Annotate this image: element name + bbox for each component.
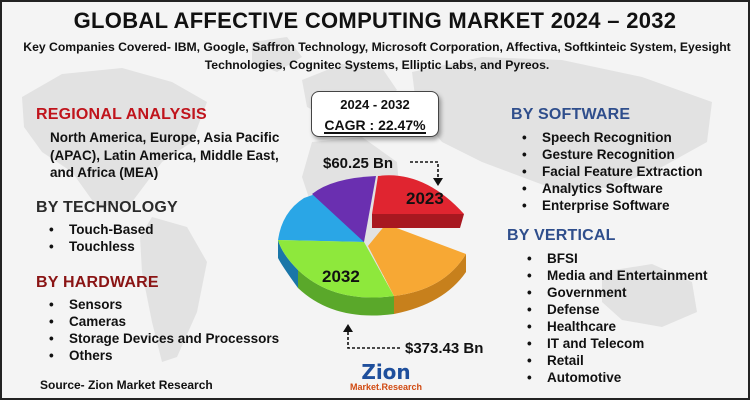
list-item: Others xyxy=(44,347,279,364)
vertical-list: BFSI Media and Entertainment Government … xyxy=(522,250,708,386)
list-item: Sensors xyxy=(44,296,279,313)
list-item: Healthcare xyxy=(522,318,708,335)
pie-side-blue xyxy=(278,240,298,288)
hardware-heading: BY HARDWARE xyxy=(36,274,159,291)
key-companies: Key Companies Covered- IBM, Google, Saff… xyxy=(23,40,731,72)
list-item: Automotive xyxy=(522,369,708,386)
list-item: Facial Feature Extraction xyxy=(517,163,703,180)
end-market-value: $373.43 Bn xyxy=(405,340,484,357)
hardware-list: Sensors Cameras Storage Devices and Proc… xyxy=(44,296,279,364)
arrow-to-2032 xyxy=(347,330,400,349)
list-item: Touch-Based xyxy=(44,221,154,238)
pie-slice-red xyxy=(372,175,464,214)
start-market-value: $60.25 Bn xyxy=(323,155,394,172)
regional-analysis-text: North America, Europe, Asia Pacific (APA… xyxy=(50,130,280,180)
cagr-period: 2024 - 2032 xyxy=(340,97,410,112)
list-item: Enterprise Software xyxy=(517,197,703,214)
source-note: Source- Zion Market Research xyxy=(40,378,213,392)
software-list: Speech Recognition Gesture Recognition F… xyxy=(517,129,703,214)
arrow-head-2032 xyxy=(343,324,353,332)
list-item: Gesture Recognition xyxy=(517,146,703,163)
list-item: Media and Entertainment xyxy=(522,267,708,284)
list-item: Defense xyxy=(522,301,708,318)
pie-side-green xyxy=(298,270,394,316)
list-item: Storage Devices and Processors xyxy=(44,330,279,347)
arrow-head-2023 xyxy=(433,178,443,186)
cagr-value: CAGR : 22.47% xyxy=(324,117,426,134)
logo-name: Zion xyxy=(361,360,411,384)
list-item: Speech Recognition xyxy=(517,129,703,146)
pie-chart: 2023 2032 xyxy=(278,175,466,316)
list-item: Retail xyxy=(522,352,708,369)
pie-slice-orange xyxy=(368,224,466,296)
list-item: Cameras xyxy=(44,313,279,330)
list-item: Analytics Software xyxy=(517,180,703,197)
vertical-heading: BY VERTICAL xyxy=(507,227,616,244)
list-item: Touchless xyxy=(44,238,154,255)
technology-heading: BY TECHNOLOGY xyxy=(36,199,178,216)
technology-list: Touch-Based Touchless xyxy=(44,221,154,255)
pie-slice-green xyxy=(278,240,394,298)
arrow-to-2023 xyxy=(410,161,439,180)
list-item: Government xyxy=(522,284,708,301)
pie-slice-purple xyxy=(312,176,376,242)
pie-label-2023: 2023 xyxy=(406,189,444,208)
pie-side-red xyxy=(372,214,464,228)
zion-logo: Zion Market.Research xyxy=(346,362,426,398)
list-item: IT and Telecom xyxy=(522,335,708,352)
logo-tagline: Market.Research xyxy=(349,382,423,392)
list-item: BFSI xyxy=(522,250,708,267)
page-title: GLOBAL AFFECTIVE COMPUTING MARKET 2024 –… xyxy=(73,8,677,33)
pie-label-2032: 2032 xyxy=(322,267,360,286)
regional-analysis-heading: REGIONAL ANALYSIS xyxy=(36,106,207,123)
software-heading: BY SOFTWARE xyxy=(511,106,631,123)
pie-side-orange xyxy=(394,254,466,314)
cagr-box: 2024 - 2032 CAGR : 22.47% xyxy=(311,91,439,137)
